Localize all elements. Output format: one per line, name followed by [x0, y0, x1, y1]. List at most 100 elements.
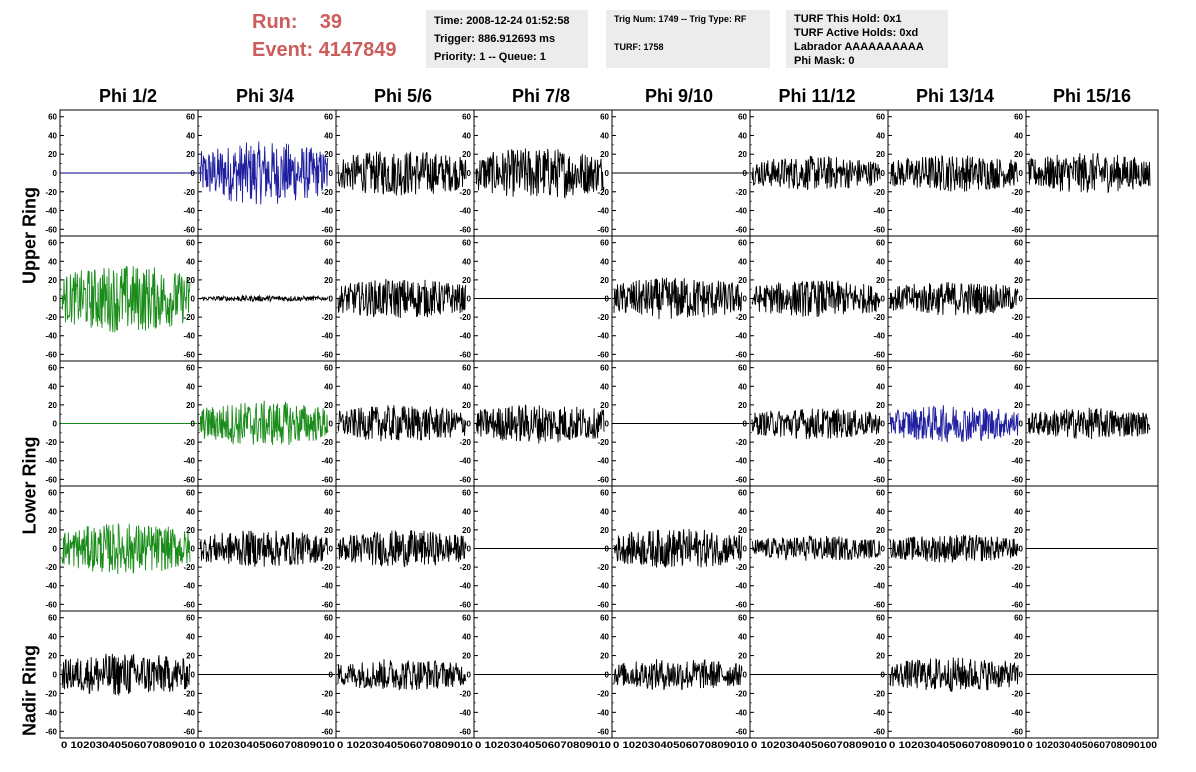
y-tick-label: -20 [1011, 563, 1023, 572]
y-tick-label: 60 [48, 239, 57, 248]
y-tick-label: -60 [183, 475, 195, 484]
y-tick-label: -20 [735, 689, 747, 698]
y-tick-label: 0 [53, 671, 58, 680]
y-tick-label: -20 [183, 689, 195, 698]
y-tick-label: 60 [462, 614, 471, 623]
y-tick-label: -40 [597, 582, 609, 591]
column-header-phi-9-10: Phi 9/10 [644, 86, 714, 106]
y-tick-label: -40 [597, 207, 609, 216]
y-tick-label: -40 [597, 457, 609, 466]
y-tick-label: -60 [1011, 727, 1023, 736]
turf-text: TURF: 1758 [614, 42, 664, 52]
y-tick-label: -20 [735, 563, 747, 572]
y-tick-label: 20 [738, 276, 747, 285]
y-tick-label: -40 [45, 457, 57, 466]
y-tick-label: 0 [467, 420, 472, 429]
y-tick-label: 20 [186, 652, 195, 661]
y-tick-label: -20 [873, 188, 885, 197]
y-tick-label: -40 [183, 457, 195, 466]
y-tick-label: 60 [876, 364, 885, 373]
y-tick-label: -40 [321, 457, 333, 466]
y-tick-label: 40 [48, 507, 57, 516]
y-tick-label: 20 [462, 401, 471, 410]
waveform-trace [337, 278, 467, 319]
y-tick-label: -60 [459, 225, 471, 234]
y-tick-label: 0 [881, 420, 886, 429]
y-tick-label: 0 [329, 671, 334, 680]
y-tick-label: -60 [459, 350, 471, 359]
y-tick-label: 60 [1014, 614, 1023, 623]
y-tick-label: 20 [462, 276, 471, 285]
y-tick-label: -60 [735, 475, 747, 484]
y-tick-label: -20 [735, 438, 747, 447]
y-tick-label: 40 [48, 257, 57, 266]
y-tick-label: 0 [191, 545, 196, 554]
y-tick-label: 40 [48, 633, 57, 642]
y-tick-label: -40 [459, 457, 471, 466]
y-tick-label: -40 [459, 207, 471, 216]
y-tick-label: 20 [600, 401, 609, 410]
y-tick-label: -60 [1011, 600, 1023, 609]
y-tick-label: 0 [605, 420, 610, 429]
y-tick-label: 60 [1014, 364, 1023, 373]
y-tick-label: 60 [186, 113, 195, 122]
y-tick-label: 40 [1014, 382, 1023, 391]
y-tick-label: 20 [48, 526, 57, 535]
y-tick-label: 40 [738, 257, 747, 266]
y-tick-label: -20 [183, 188, 195, 197]
y-tick-label: -40 [183, 708, 195, 717]
y-tick-label: 40 [1014, 257, 1023, 266]
y-tick-label: 0 [191, 671, 196, 680]
waveform-trace [61, 266, 191, 333]
y-tick-label: 0 [191, 420, 196, 429]
run-label: Run: [252, 11, 298, 33]
y-tick-label: -40 [735, 708, 747, 717]
waveform-trace [889, 657, 1019, 692]
y-tick-label: -40 [735, 457, 747, 466]
y-tick-label: 0 [605, 545, 610, 554]
y-tick-label: 40 [600, 131, 609, 140]
y-tick-label: 60 [462, 364, 471, 373]
y-tick-label: 20 [324, 276, 333, 285]
y-tick-label: -20 [1011, 438, 1023, 447]
x-tick-labels: 0 10203040506070809010 [889, 740, 1025, 750]
trigger-info-panel: Trig Num: 1749 -- Trig Type: RF TURF: 17… [606, 10, 770, 68]
y-tick-label: -20 [459, 313, 471, 322]
y-tick-label: 20 [48, 150, 57, 159]
y-tick-label: 20 [1014, 150, 1023, 159]
y-tick-label: 60 [48, 113, 57, 122]
y-tick-label: 0 [881, 671, 886, 680]
y-tick-label: 60 [462, 489, 471, 498]
y-tick-label: 60 [186, 364, 195, 373]
y-tick-label: -60 [873, 600, 885, 609]
y-tick-label: 0 [191, 295, 196, 304]
waveform-trace [889, 405, 1019, 444]
y-tick-label: 40 [600, 382, 609, 391]
column-header-phi-3-4: Phi 3/4 [235, 86, 295, 106]
y-tick-label: -40 [183, 582, 195, 591]
waveform-trace [1027, 153, 1151, 194]
y-tick-label: -20 [45, 438, 57, 447]
column-header-phi-13-14: Phi 13/14 [915, 86, 995, 106]
y-tick-label: -40 [321, 332, 333, 341]
y-tick-label: 20 [876, 526, 885, 535]
x-tick-labels: 0 10203040506070809010 [613, 740, 749, 750]
y-tick-label: -40 [183, 207, 195, 216]
y-tick-label: -60 [1011, 475, 1023, 484]
time-info-panel: Time: 2008-12-24 01:52:58 Trigger: 886.9… [426, 10, 588, 68]
waveform-trace [751, 408, 881, 440]
y-tick-label: -40 [45, 582, 57, 591]
y-tick-label: 40 [462, 633, 471, 642]
waveform-trace [1027, 407, 1151, 440]
y-tick-label: -40 [873, 708, 885, 717]
y-tick-label: -40 [459, 332, 471, 341]
waveform-trace [889, 155, 1019, 192]
turf-info-panel: TURF This Hold: 0x1 TURF Active Holds: 0… [786, 10, 948, 68]
waveform-trace [199, 294, 329, 303]
y-tick-label: -40 [873, 332, 885, 341]
y-tick-label: 60 [324, 113, 333, 122]
turf-active-holds-text: TURF Active Holds: 0xd [794, 27, 919, 39]
y-tick-label: -40 [1011, 457, 1023, 466]
y-tick-label: -20 [459, 563, 471, 572]
y-tick-label: -20 [873, 438, 885, 447]
